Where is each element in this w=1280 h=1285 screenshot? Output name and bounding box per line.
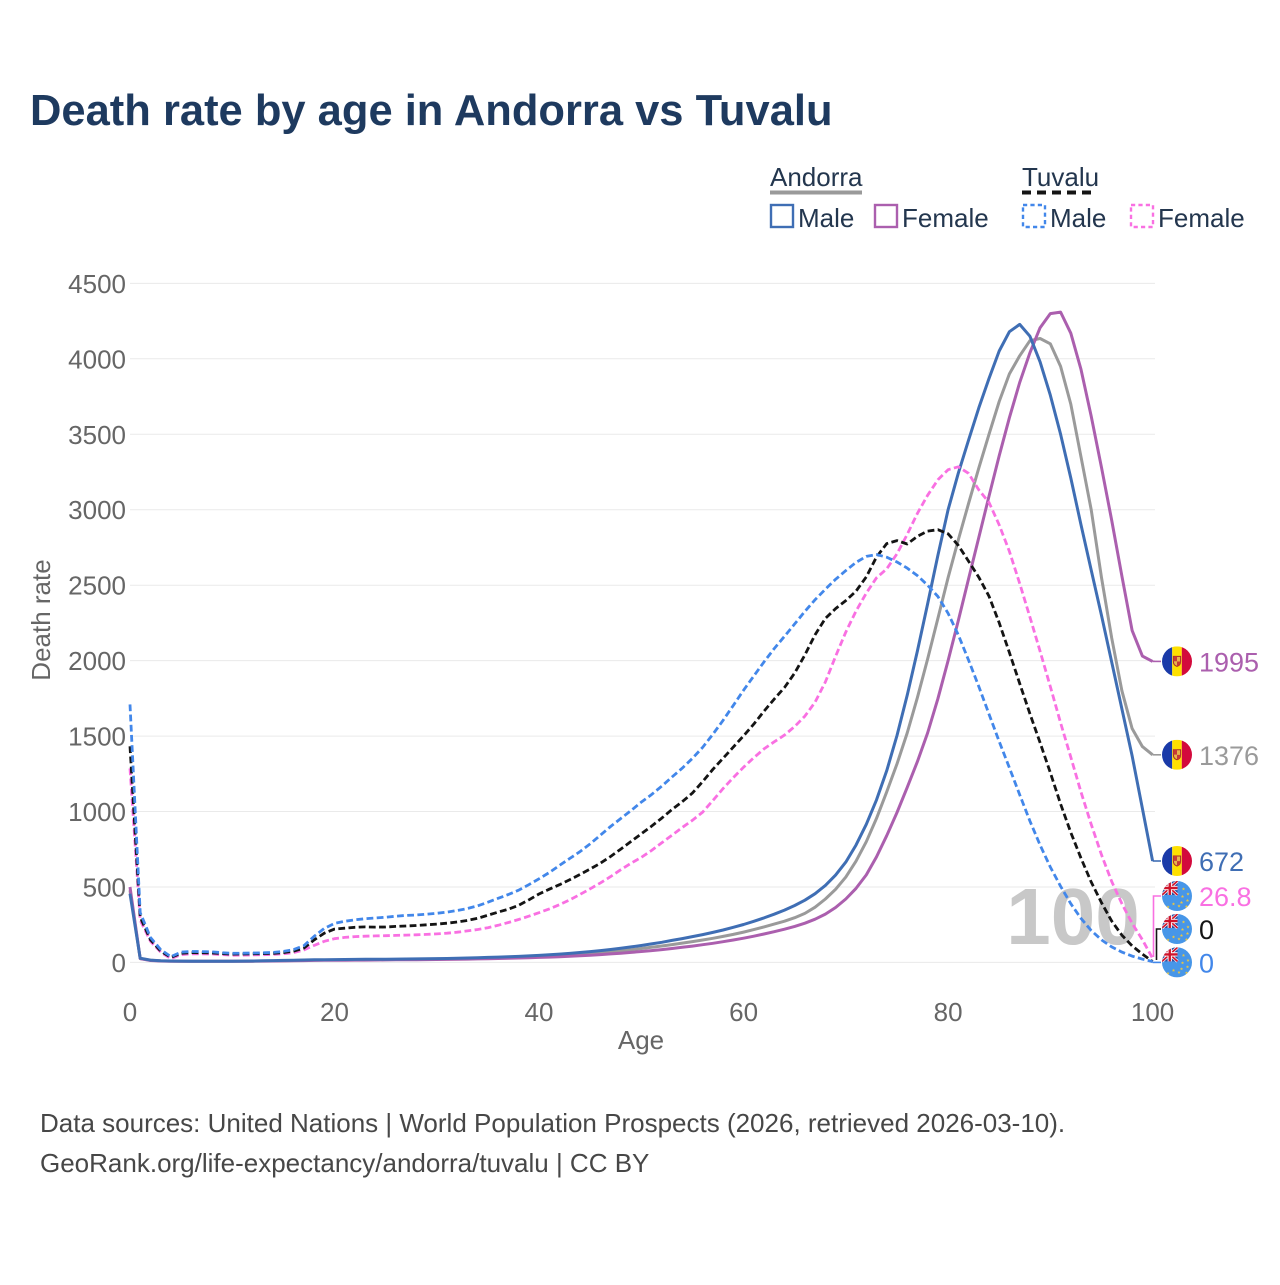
svg-text:100: 100 [1006,872,1139,961]
svg-text:0: 0 [112,948,126,978]
svg-text:0: 0 [1199,948,1214,978]
svg-text:Female: Female [1158,203,1245,233]
svg-text:Data sources: United Nations |: Data sources: United Nations | World Pop… [40,1108,1065,1138]
svg-text:672: 672 [1199,847,1244,877]
svg-text:Male: Male [1050,203,1106,233]
svg-text:1500: 1500 [68,722,126,752]
svg-text:80: 80 [934,997,963,1027]
svg-text:60: 60 [729,997,758,1027]
svg-text:20: 20 [320,997,349,1027]
svg-text:Female: Female [902,203,989,233]
svg-text:2000: 2000 [68,646,126,676]
svg-text:1000: 1000 [68,797,126,827]
svg-text:Age: Age [618,1025,664,1055]
svg-text:3500: 3500 [68,420,126,450]
svg-text:Male: Male [798,203,854,233]
svg-text:4000: 4000 [68,344,126,374]
svg-text:40: 40 [525,997,554,1027]
svg-text:1376: 1376 [1199,741,1259,771]
svg-text:500: 500 [83,873,126,903]
svg-text:Death rate: Death rate [26,559,56,680]
svg-text:3000: 3000 [68,495,126,525]
svg-text:1995: 1995 [1199,647,1259,677]
svg-text:2500: 2500 [68,571,126,601]
svg-text:4500: 4500 [68,269,126,299]
svg-text:Death rate by age in Andorra v: Death rate by age in Andorra vs Tuvalu [30,87,833,135]
svg-text:0: 0 [1199,915,1214,945]
svg-text:0: 0 [123,997,137,1027]
svg-text:100: 100 [1131,997,1174,1027]
svg-text:Tuvalu: Tuvalu [1022,162,1099,192]
svg-text:GeoRank.org/life-expectancy/an: GeoRank.org/life-expectancy/andorra/tuva… [40,1148,649,1178]
svg-text:Andorra: Andorra [770,162,863,192]
svg-text:26.8: 26.8 [1199,882,1252,912]
